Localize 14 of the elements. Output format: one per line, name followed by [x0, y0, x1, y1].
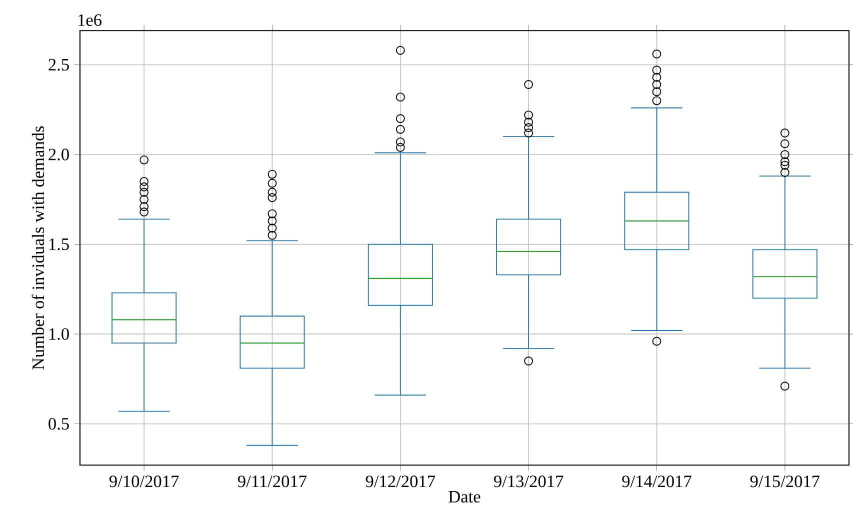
x-tick-label: 9/13/2017 [494, 475, 564, 488]
text: 1e6 [78, 14, 102, 26]
y-tick-label: 2.5 [48, 58, 69, 70]
x-tick-label: 9/14/2017 [622, 475, 692, 488]
x-tick-label: 9/15/2017 [750, 475, 820, 488]
y-tick-label: 2.0 [48, 148, 69, 160]
x-tick-label: 9/11/2017 [238, 475, 307, 488]
y-tick-label: 1.5 [49, 238, 69, 250]
x-axis-title: Date [448, 490, 480, 502]
y-axis-title: Number of inviduals with demands [32, 126, 44, 370]
y-tick-label: 0.5 [48, 418, 69, 430]
x-tick-label: 9/10/2017 [109, 475, 179, 488]
x-tick-label: 9/12/2017 [366, 475, 436, 488]
y-tick-label: 1.0 [49, 328, 69, 340]
